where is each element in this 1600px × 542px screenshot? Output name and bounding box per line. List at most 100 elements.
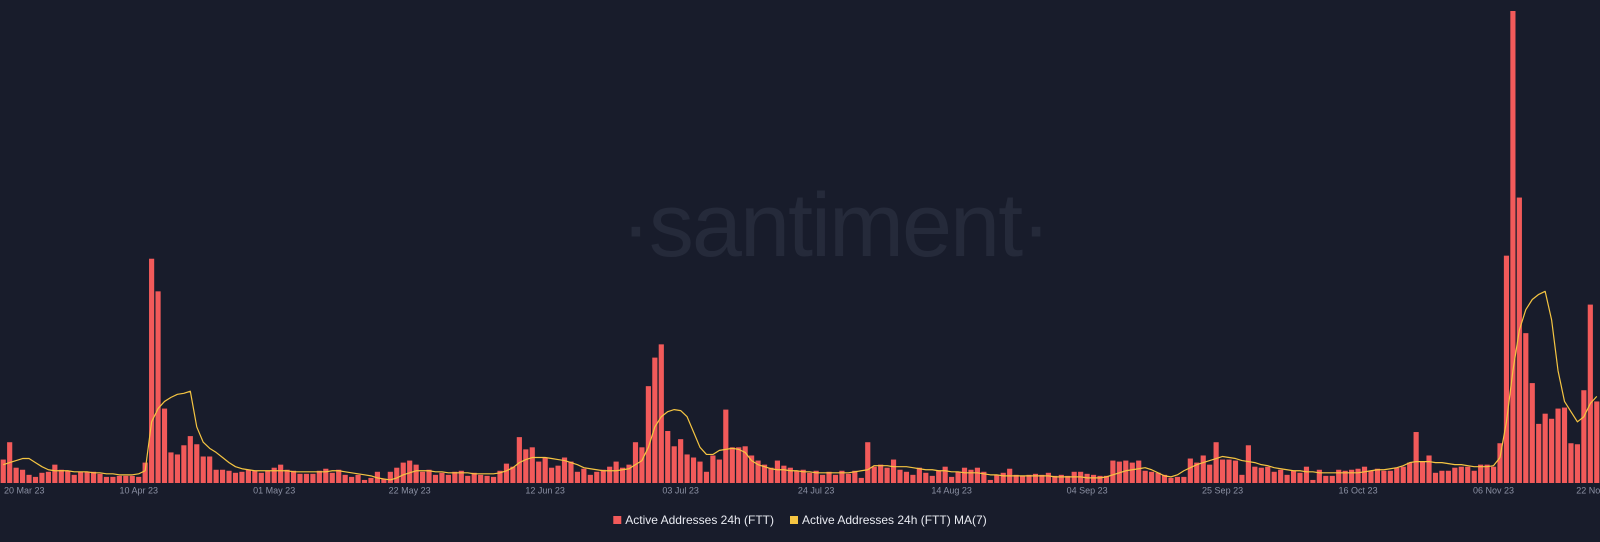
bar bbox=[1039, 474, 1045, 483]
bar bbox=[749, 455, 755, 483]
x-tick-label: 16 Oct 23 bbox=[1339, 485, 1378, 495]
bar bbox=[381, 478, 387, 483]
bar bbox=[232, 472, 239, 483]
bar bbox=[1252, 466, 1258, 483]
bar bbox=[1432, 472, 1439, 483]
x-tick-label: 06 Nov 23 bbox=[1473, 485, 1514, 495]
x-tick-label: 04 Sep 23 bbox=[1067, 485, 1108, 495]
bar bbox=[90, 471, 97, 483]
bar bbox=[97, 473, 103, 483]
bar bbox=[45, 471, 51, 483]
bar bbox=[387, 471, 393, 483]
bar bbox=[1368, 470, 1374, 483]
bar bbox=[729, 447, 735, 483]
bar bbox=[413, 464, 419, 483]
bar bbox=[1026, 474, 1032, 483]
bar bbox=[65, 470, 71, 483]
bar bbox=[1510, 11, 1516, 483]
bar bbox=[755, 460, 761, 483]
bar bbox=[561, 457, 568, 483]
bar bbox=[961, 467, 968, 483]
bar bbox=[355, 474, 361, 483]
bar bbox=[1471, 470, 1477, 483]
bar bbox=[226, 470, 232, 483]
bar bbox=[1058, 474, 1064, 483]
bar bbox=[542, 457, 548, 483]
bar bbox=[807, 472, 813, 483]
bar bbox=[78, 471, 84, 483]
bar bbox=[58, 469, 64, 483]
bar bbox=[568, 461, 574, 483]
bar bbox=[710, 455, 716, 483]
bar bbox=[213, 469, 219, 483]
bar bbox=[884, 467, 890, 483]
bar bbox=[981, 471, 987, 483]
bar bbox=[187, 436, 193, 483]
bar bbox=[1413, 432, 1419, 483]
bar bbox=[632, 442, 639, 483]
bar bbox=[245, 469, 251, 483]
bar bbox=[555, 465, 561, 483]
bar bbox=[1574, 444, 1580, 483]
bar bbox=[845, 473, 851, 483]
bar bbox=[407, 460, 413, 483]
bar bbox=[1278, 469, 1284, 483]
bar bbox=[1458, 466, 1464, 483]
bar bbox=[394, 467, 400, 483]
x-tick-label: 01 May 23 bbox=[253, 485, 295, 495]
bar bbox=[490, 476, 497, 483]
bar bbox=[458, 470, 464, 483]
bar bbox=[1090, 474, 1097, 483]
bar bbox=[1529, 383, 1535, 483]
x-tick-label: 20 Mar 23 bbox=[4, 485, 45, 495]
bar bbox=[297, 473, 303, 483]
watermark: ·santiment· bbox=[621, 176, 1049, 276]
bar bbox=[181, 445, 187, 483]
bar bbox=[1323, 475, 1329, 483]
bar bbox=[1065, 475, 1071, 483]
bar bbox=[813, 470, 819, 483]
bar bbox=[878, 464, 884, 483]
bar bbox=[400, 462, 406, 483]
bar bbox=[942, 466, 948, 483]
legend-swatch bbox=[790, 516, 798, 524]
bar bbox=[1594, 401, 1600, 483]
bar bbox=[897, 469, 903, 483]
bar bbox=[103, 476, 110, 483]
bar bbox=[1245, 445, 1251, 483]
bar bbox=[1420, 461, 1426, 483]
bar bbox=[716, 459, 722, 483]
bar bbox=[1561, 407, 1568, 483]
bar bbox=[800, 469, 806, 483]
bar bbox=[1452, 467, 1458, 483]
bar bbox=[1297, 472, 1303, 483]
bar bbox=[600, 469, 606, 483]
bar bbox=[626, 464, 632, 483]
bar bbox=[1220, 459, 1226, 483]
bar bbox=[1445, 470, 1451, 483]
bar bbox=[536, 461, 542, 483]
bar bbox=[123, 475, 129, 483]
bar bbox=[1478, 464, 1484, 483]
bar bbox=[1265, 466, 1271, 483]
bar bbox=[445, 474, 451, 483]
bar bbox=[1587, 304, 1593, 483]
bar bbox=[523, 449, 529, 483]
legend-label: Active Addresses 24h (FTT) bbox=[625, 513, 774, 527]
bar bbox=[1394, 467, 1400, 483]
bar bbox=[1465, 466, 1471, 483]
bar bbox=[1523, 333, 1529, 483]
x-tick-label: 10 Apr 23 bbox=[119, 485, 158, 495]
bar bbox=[432, 474, 439, 483]
bar bbox=[1207, 464, 1213, 483]
bar bbox=[684, 454, 690, 483]
bar bbox=[974, 467, 980, 483]
bar bbox=[439, 472, 445, 483]
bar bbox=[510, 466, 516, 483]
bar bbox=[1161, 474, 1168, 483]
bar bbox=[1387, 470, 1393, 483]
bar bbox=[1032, 473, 1039, 483]
bar bbox=[1303, 466, 1310, 483]
